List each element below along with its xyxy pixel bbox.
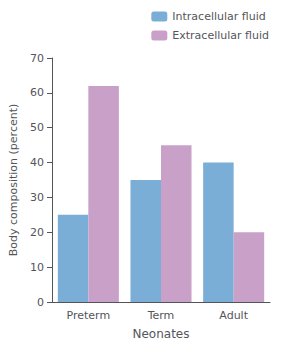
- svg-text:50: 50: [30, 121, 44, 134]
- svg-text:Body composition (percent): Body composition (percent): [7, 104, 20, 257]
- svg-text:30: 30: [30, 191, 44, 204]
- svg-text:70: 70: [30, 52, 44, 65]
- svg-text:Adult: Adult: [219, 309, 248, 322]
- svg-text:Extracellular fluid: Extracellular fluid: [172, 29, 269, 42]
- svg-text:60: 60: [30, 86, 44, 99]
- svg-text:10: 10: [30, 261, 44, 274]
- svg-text:Term: Term: [147, 309, 175, 322]
- svg-text:Intracellular fluid: Intracellular fluid: [172, 10, 265, 23]
- svg-text:40: 40: [30, 156, 44, 169]
- svg-text:20: 20: [30, 226, 44, 239]
- svg-text:Preterm: Preterm: [67, 309, 111, 322]
- svg-text:Neonates: Neonates: [133, 327, 190, 341]
- svg-text:0: 0: [37, 296, 44, 309]
